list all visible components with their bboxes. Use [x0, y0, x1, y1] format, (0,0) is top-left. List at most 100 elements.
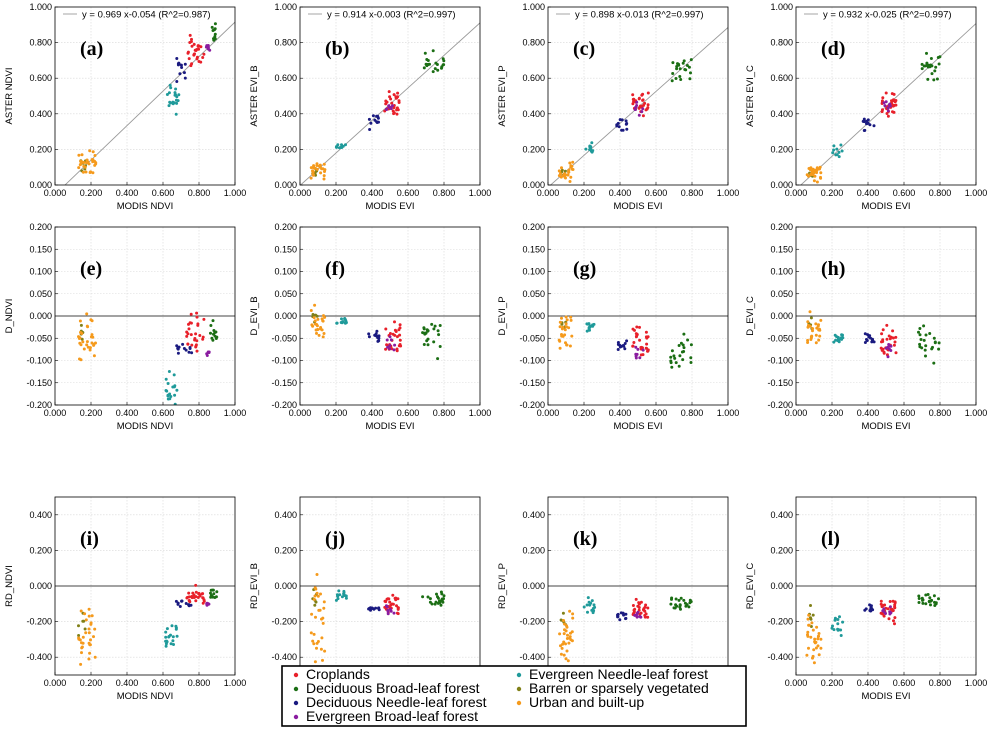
data-point — [183, 62, 187, 66]
panel-h: 0.000 0.200 0.400 0.600 0.800 1.000 -0.200 -0.1… — [745, 222, 987, 432]
data-point — [426, 337, 430, 341]
data-point — [335, 321, 339, 325]
data-point — [436, 68, 440, 72]
series-evergreen-broad-leaf-forest — [634, 345, 645, 360]
data-point — [808, 310, 812, 314]
data-point — [631, 344, 635, 348]
panel-letter: (c) — [573, 38, 595, 60]
y-tick-label: -0.400 — [271, 652, 297, 662]
data-point — [88, 149, 92, 153]
data-point — [809, 316, 813, 320]
data-point — [388, 335, 392, 339]
x-axis-label: MODIS EVI — [861, 201, 910, 212]
data-point — [585, 603, 589, 607]
data-point — [677, 598, 681, 602]
data-point — [442, 594, 446, 598]
plot-frame — [795, 226, 977, 406]
y-tick-label: 0.600 — [29, 73, 52, 83]
x-tick-label: 0.200 — [80, 408, 103, 418]
x-tick-label: 0.000 — [537, 408, 560, 418]
data-point — [430, 322, 434, 326]
y-tick-label: 0.050 — [29, 289, 52, 299]
y-tick-label: 0.100 — [274, 267, 297, 277]
x-tick-label: 0.000 — [785, 408, 808, 418]
panel-letter: (k) — [573, 528, 597, 550]
x-tick-label: 1.000 — [717, 188, 740, 198]
series-evergreen-broad-leaf-forest — [884, 343, 893, 359]
data-point — [315, 167, 319, 171]
y-tick-label: 0.200 — [274, 545, 297, 555]
series-deciduous-needle-leaf-forest — [175, 342, 194, 355]
data-point — [559, 652, 563, 656]
data-point — [682, 59, 686, 63]
data-point — [567, 170, 571, 174]
data-point — [669, 361, 673, 365]
data-point — [319, 171, 323, 175]
x-tick-label: 0.200 — [821, 678, 844, 688]
data-point — [558, 320, 562, 324]
data-point — [322, 174, 326, 178]
data-point — [879, 602, 883, 606]
data-point — [426, 595, 430, 599]
x-tick-label: 0.400 — [116, 188, 139, 198]
y-tick-label: 0.200 — [770, 545, 793, 555]
series-urban-and-built-up — [557, 315, 574, 350]
y-tick-label: 0.200 — [29, 144, 52, 154]
panel-letter: (e) — [80, 258, 102, 280]
data-point — [678, 67, 682, 71]
series-croplands — [631, 325, 650, 357]
x-tick-label: 0.600 — [397, 188, 420, 198]
data-point — [642, 607, 646, 610]
x-tick-label: 0.800 — [929, 678, 952, 688]
data-point — [179, 63, 183, 67]
data-point — [94, 341, 97, 345]
data-point — [79, 343, 83, 347]
data-point — [442, 597, 445, 601]
data-point — [806, 338, 810, 342]
data-point — [79, 609, 83, 613]
data-point — [205, 44, 209, 48]
data-point — [168, 392, 172, 396]
data-point — [84, 631, 88, 635]
data-point — [193, 52, 196, 56]
data-point — [91, 171, 95, 175]
data-point — [562, 653, 566, 657]
data-point — [344, 596, 348, 600]
data-point — [77, 335, 80, 339]
y-tick-label: 0.400 — [522, 109, 545, 119]
y-tick-label: 0.050 — [522, 289, 545, 299]
data-point — [569, 175, 573, 179]
data-point — [93, 627, 97, 631]
series-deciduous-needle-leaf-forest — [367, 329, 381, 343]
data-point — [195, 315, 199, 319]
data-point — [565, 649, 569, 653]
data-point — [392, 93, 396, 97]
data-point — [560, 168, 564, 172]
data-point — [92, 354, 96, 358]
data-point — [816, 635, 820, 638]
data-point — [809, 172, 813, 176]
data-point — [565, 318, 569, 322]
data-point — [389, 338, 393, 342]
data-point — [881, 96, 885, 100]
data-point — [923, 348, 927, 352]
data-point — [201, 601, 205, 605]
data-point — [338, 593, 342, 597]
data-point — [425, 64, 429, 68]
data-point — [190, 351, 194, 355]
data-point — [393, 320, 396, 324]
data-point — [313, 586, 317, 590]
data-point — [174, 626, 178, 630]
x-tick-label: 1.000 — [224, 678, 247, 688]
data-point — [564, 176, 567, 180]
data-point — [395, 112, 399, 116]
data-point — [213, 32, 217, 36]
data-point — [635, 100, 639, 104]
series-evergreen-needle-leaf-forest — [165, 83, 181, 116]
data-point — [186, 595, 189, 599]
data-point — [819, 637, 823, 641]
data-point — [883, 104, 887, 108]
data-point — [183, 76, 187, 80]
x-tick-label: 0.400 — [361, 408, 384, 418]
data-point — [394, 597, 398, 601]
